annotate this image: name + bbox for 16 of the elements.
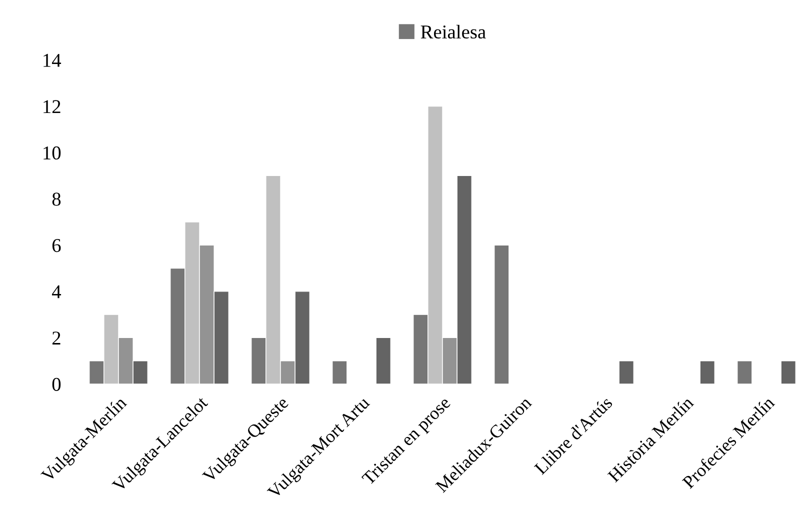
bar bbox=[700, 360, 716, 384]
y-tick-label: 2 bbox=[52, 332, 60, 344]
y-tick-label: 4 bbox=[52, 285, 62, 298]
y-tick-label: 0 bbox=[52, 378, 61, 391]
y-tick-label: 6 bbox=[52, 239, 61, 252]
y-tick-label: 14 bbox=[44, 54, 62, 67]
y-tick-label: 10 bbox=[44, 146, 61, 160]
y-tick-label: 12 bbox=[44, 100, 60, 114]
bar bbox=[494, 244, 510, 384]
bar bbox=[332, 360, 348, 384]
bar bbox=[618, 360, 634, 384]
bar bbox=[376, 337, 392, 384]
bar bbox=[736, 360, 752, 384]
legend-label: Reialesa bbox=[420, 24, 486, 39]
y-tick-label: 8 bbox=[52, 192, 61, 206]
bar bbox=[780, 360, 796, 384]
